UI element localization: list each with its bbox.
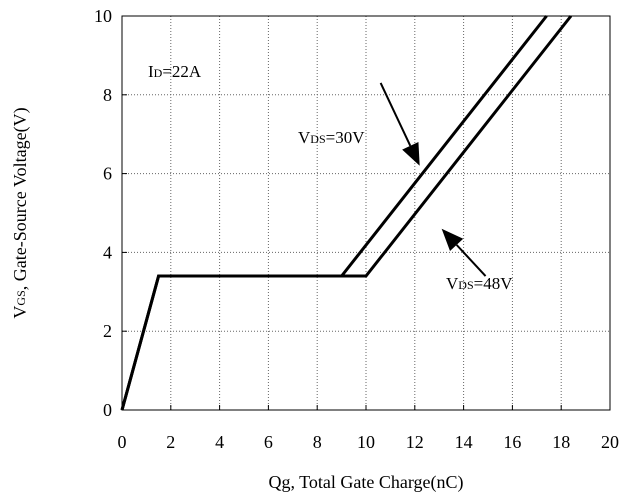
y-axis-title: VGS, Gate-Source Voltage(V) xyxy=(10,107,31,318)
x-tick-label: 18 xyxy=(552,432,570,452)
annotation-arrows xyxy=(379,82,487,277)
y-tick-label: 10 xyxy=(94,6,112,26)
arrow-vds-30v-head xyxy=(402,141,420,166)
x-tick-label: 8 xyxy=(313,432,322,452)
x-tick-label: 2 xyxy=(166,432,175,452)
annotation-vds-30v: VDS=30V xyxy=(298,128,365,147)
x-tick-label: 0 xyxy=(118,432,127,452)
x-axis-title: Qg, Total Gate Charge(nC) xyxy=(268,472,463,493)
arrow-vds-48v-shaft xyxy=(455,244,487,277)
arrow-vds-30v-shaft xyxy=(379,82,412,147)
y-tick-label: 6 xyxy=(103,164,112,184)
y-tick-label: 4 xyxy=(103,242,112,262)
series-lines xyxy=(120,15,573,411)
axis-ticks: 0 2 4 6 8 10 12 14 16 18 20 0 2 4 6 8 10 xyxy=(94,6,619,452)
x-tick-label: 20 xyxy=(601,432,619,452)
annotation-vds-48v: VDS=48V xyxy=(446,274,513,293)
arrow-vds-48v-head xyxy=(441,228,464,252)
x-tick-label: 16 xyxy=(503,432,521,452)
grid-lines xyxy=(122,16,610,410)
x-tick-label: 4 xyxy=(215,432,224,452)
series-line-2 xyxy=(120,15,573,411)
y-tick-label: 2 xyxy=(103,321,112,341)
x-tick-label: 12 xyxy=(406,432,424,452)
y-tick-label: 8 xyxy=(103,85,112,105)
x-tick-label: 14 xyxy=(455,432,473,452)
x-tick-label: 6 xyxy=(264,432,273,452)
annotation-id: ID=22A xyxy=(148,62,202,81)
x-tick-label: 10 xyxy=(357,432,375,452)
y-tick-label: 0 xyxy=(103,400,112,420)
